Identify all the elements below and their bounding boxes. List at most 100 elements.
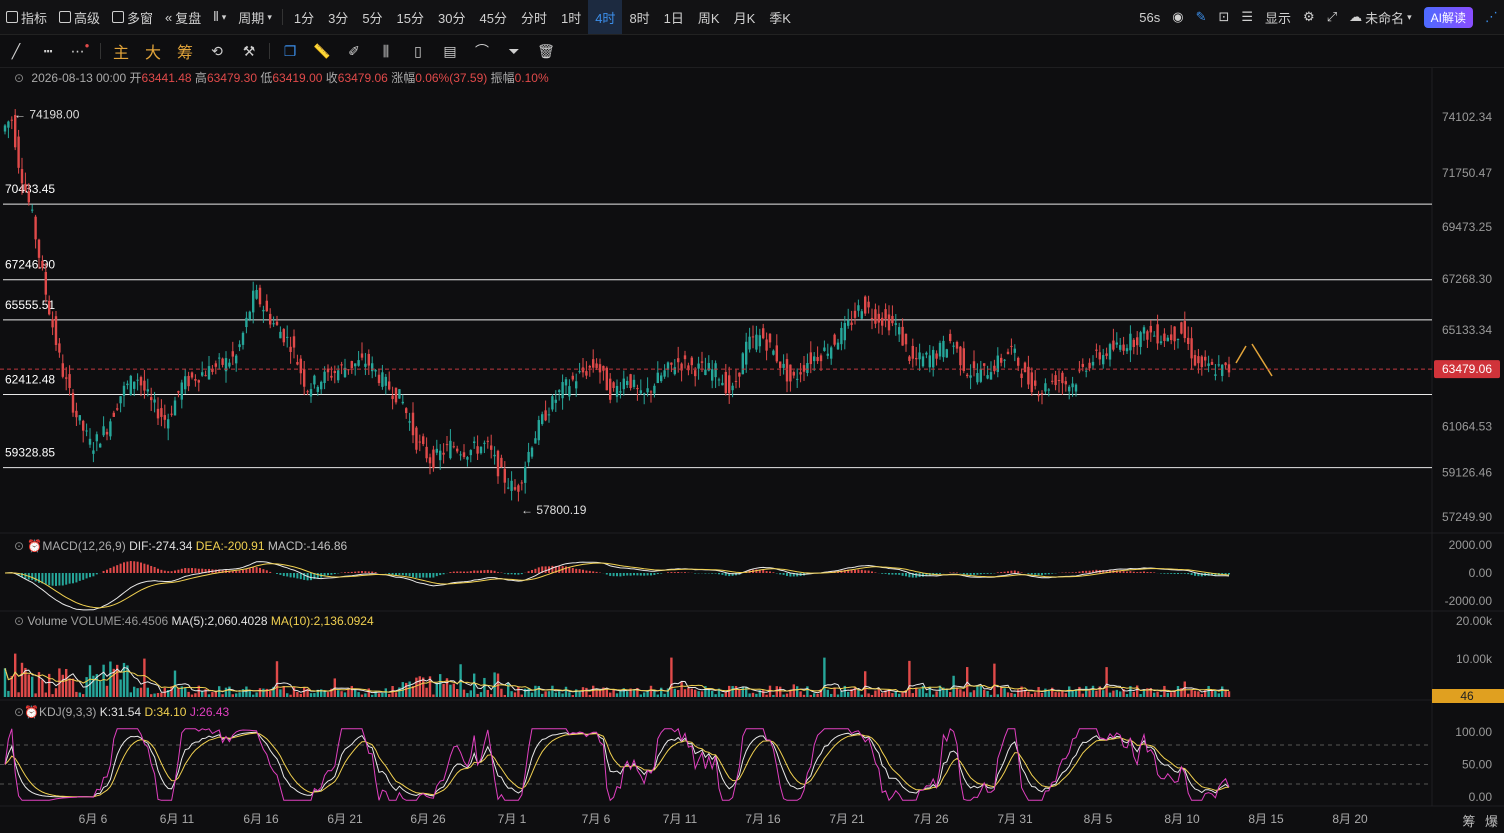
period-tab[interactable]: 3分: [328, 10, 349, 26]
period-tab[interactable]: 分时: [520, 10, 547, 26]
candle-body: [1170, 334, 1173, 341]
share-icon[interactable]: ⋰: [1485, 9, 1498, 24]
cloud-layout-dropdown[interactable]: ☁ 未命名 ▾: [1343, 0, 1418, 34]
period-tab[interactable]: 30分: [438, 10, 466, 26]
layout-name: 未命名: [1365, 10, 1405, 26]
candle-body: [37, 239, 41, 258]
volume-bar: [269, 691, 272, 697]
period-tab[interactable]: 1分: [293, 10, 315, 26]
volume-bar: [1034, 692, 1037, 697]
fullscreen-icon[interactable]: ⤢: [1326, 9, 1338, 24]
brush-icon[interactable]: ✐: [348, 42, 360, 59]
copy-icon[interactable]: ❐: [283, 42, 297, 59]
chips-button[interactable]: 筹: [176, 45, 193, 62]
replay-button[interactable]: «复盘: [159, 0, 207, 34]
period-tab[interactable]: 8时: [629, 10, 650, 26]
multiwindow-button[interactable]: 多窗: [106, 0, 159, 34]
period-dropdown[interactable]: 周期 ▾: [232, 0, 278, 34]
settings-gear-icon[interactable]: ⚙: [1303, 9, 1315, 24]
candle-body: [639, 390, 642, 394]
period-tab[interactable]: 周K: [697, 10, 720, 26]
period-tab[interactable]: 季K: [769, 10, 791, 26]
screenshot-icon[interactable]: ⊡: [1218, 9, 1230, 24]
more-tools-icon[interactable]: ⋯ ●: [70, 40, 90, 59]
volume-bar: [442, 683, 445, 697]
ai-interpret-button[interactable]: AI解读: [1423, 6, 1473, 28]
pen-icon[interactable]: ✎: [1195, 9, 1207, 24]
date-tick: 7月 21: [829, 812, 865, 826]
candle-body: [122, 385, 126, 396]
display-button[interactable]: 显示: [1265, 10, 1292, 26]
period-tab[interactable]: 1日: [663, 10, 684, 26]
clipboard-icon[interactable]: ▯: [414, 42, 422, 59]
candle-body: [541, 414, 544, 425]
chart-type-button[interactable]: ⫴ ▾: [207, 0, 232, 34]
ruler-icon[interactable]: 📏: [313, 42, 331, 59]
volume-bar: [673, 688, 676, 697]
volume-bar: [840, 690, 843, 697]
line-tool-icon[interactable]: ╱: [11, 42, 21, 59]
alarm-icon[interactable]: ⏰: [24, 705, 40, 719]
sync-icon[interactable]: ⟲: [211, 42, 223, 59]
volume-bar: [1030, 693, 1033, 697]
chips-toggle[interactable]: 筹: [1462, 814, 1476, 829]
volume-bar: [218, 686, 221, 697]
note-icon[interactable]: ▤: [443, 42, 457, 59]
period-tab[interactable]: 1时: [560, 10, 582, 26]
volume-bar: [779, 686, 782, 697]
indicator-button[interactable]: 指标: [0, 0, 53, 34]
candle-body: [68, 374, 71, 388]
volume-bar: [687, 687, 690, 697]
alarm-icon[interactable]: ⏰: [27, 539, 43, 553]
candle-body: [1115, 342, 1118, 345]
candle-body: [714, 363, 717, 378]
volume-current-text: 46: [1460, 689, 1474, 703]
bars-icon[interactable]: ⫼: [382, 42, 390, 59]
volume-bar: [459, 664, 462, 697]
candle-body: [75, 410, 78, 418]
candle-body: [1074, 384, 1078, 392]
main-force-button[interactable]: 主: [112, 45, 129, 62]
volume-bar: [160, 692, 163, 697]
volume-bar: [282, 685, 285, 697]
period-tab[interactable]: 45分: [479, 10, 507, 26]
volume-bar: [1221, 686, 1224, 697]
price-tick: 57249.90: [1442, 510, 1492, 524]
magic-icon[interactable]: ⚒: [242, 42, 256, 59]
volume-bar: [860, 694, 863, 697]
collapse-icon[interactable]: ⊙: [14, 71, 25, 85]
volume-bar: [58, 668, 61, 697]
volume-bar: [1068, 686, 1071, 697]
advanced-button[interactable]: 高级: [53, 0, 106, 34]
candle-body: [150, 397, 153, 401]
period-tab[interactable]: 4时: [588, 0, 623, 34]
liquidation-toggle[interactable]: 爆: [1484, 814, 1498, 829]
period-tab[interactable]: 15分: [396, 10, 425, 26]
list-icon[interactable]: ☰: [1241, 9, 1254, 24]
period-tab[interactable]: 月K: [733, 10, 756, 26]
candle-body: [595, 363, 598, 368]
period-tab[interactable]: 5分: [362, 10, 383, 26]
collapse-icon[interactable]: ⊙: [14, 705, 25, 719]
candle-body: [279, 331, 282, 339]
camera-icon[interactable]: ◉: [1172, 9, 1184, 24]
volume-bar: [462, 689, 466, 697]
collapse-icon[interactable]: ⊙: [14, 614, 25, 628]
large-order-button[interactable]: 大: [144, 45, 161, 62]
filter-icon[interactable]: ⏷: [508, 42, 520, 59]
volume-bar: [615, 693, 619, 697]
trash-icon[interactable]: 🗑: [537, 42, 555, 59]
candle-body: [626, 380, 629, 385]
candle-body: [1023, 362, 1027, 373]
collapse-icon[interactable]: ⊙: [14, 539, 25, 553]
candle-body: [221, 358, 224, 365]
volume-bar: [180, 686, 183, 697]
candle-body: [534, 438, 537, 444]
magnet-icon[interactable]: ⌒: [475, 43, 489, 59]
volume-bar: [938, 685, 942, 697]
candle-body: [847, 320, 850, 326]
volume-bar: [116, 664, 119, 697]
candle-body: [184, 376, 187, 390]
horizontal-line-tool-icon[interactable]: ┅: [43, 42, 53, 59]
candle-body: [136, 379, 139, 381]
